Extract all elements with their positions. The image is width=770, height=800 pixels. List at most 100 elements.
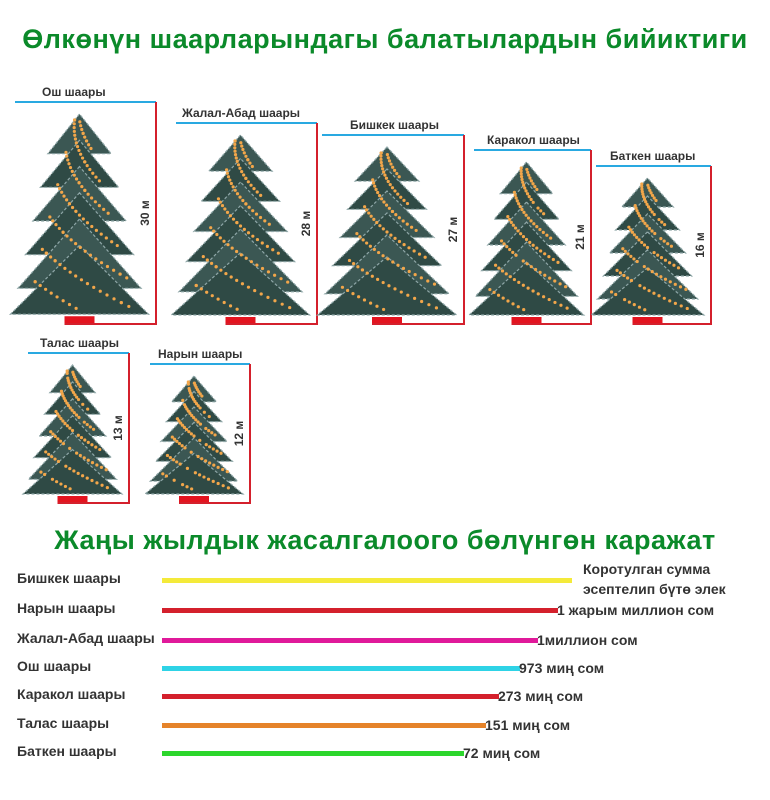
tree-light <box>76 433 80 437</box>
tree-light <box>676 266 681 270</box>
tree-light <box>519 172 523 176</box>
tree-light <box>59 482 63 486</box>
tree-light <box>90 224 94 229</box>
tree-light <box>645 245 650 250</box>
tree-light <box>60 190 64 194</box>
tree-light <box>65 234 69 238</box>
tree-light <box>61 419 65 423</box>
tree-light <box>357 295 361 299</box>
tree-light <box>185 466 190 470</box>
tree-light <box>74 413 79 417</box>
tree-light <box>78 120 82 124</box>
tree-light <box>226 486 230 490</box>
tree-light <box>536 206 540 210</box>
tree-light <box>184 427 189 432</box>
tree-light <box>627 300 631 304</box>
tree-light <box>194 385 198 389</box>
tree-light <box>499 239 504 243</box>
tree-light <box>77 148 81 153</box>
tree-light <box>529 219 533 223</box>
tree-light <box>190 487 194 491</box>
tree-light <box>246 285 251 289</box>
tree-light <box>640 190 644 194</box>
tree-light <box>427 303 431 307</box>
tree-light <box>673 282 677 286</box>
tree-light <box>525 262 529 266</box>
tree-light <box>641 192 645 196</box>
tree-light <box>641 219 645 223</box>
tree-light <box>178 462 182 466</box>
tree-light <box>180 423 185 427</box>
tree-light <box>531 243 535 247</box>
tree-light <box>75 451 79 455</box>
tree-light <box>266 270 271 274</box>
tree-light <box>406 293 410 297</box>
tree-light <box>127 304 131 309</box>
tree-light <box>389 162 393 166</box>
tree-light <box>395 171 399 176</box>
tree-light <box>255 263 259 267</box>
tree-light <box>381 254 385 258</box>
budget-bar <box>162 666 520 671</box>
tree-light <box>556 260 560 264</box>
tree-light <box>666 242 670 246</box>
tree-light <box>72 126 76 130</box>
tree-light <box>253 288 257 293</box>
tree-light <box>72 122 76 126</box>
tree-light <box>79 152 83 156</box>
tree-height-label: 27 м <box>446 217 460 243</box>
budget-value-label: 973 миң сом <box>519 660 605 676</box>
tree-light <box>387 206 391 210</box>
tree-height-label: 21 м <box>573 224 587 250</box>
tree-light <box>51 219 55 223</box>
tree-light <box>88 253 93 257</box>
tree-light <box>218 200 222 204</box>
tree-light <box>351 262 356 266</box>
tree-light <box>376 277 380 281</box>
tree-light <box>623 297 627 302</box>
tree-light <box>62 396 66 400</box>
tree-light <box>351 292 355 296</box>
tree-light <box>379 154 383 158</box>
tree-light <box>538 227 542 232</box>
tree-light <box>254 212 259 216</box>
tree-light <box>255 237 260 242</box>
tree-light <box>647 226 652 231</box>
tree-light <box>219 268 223 272</box>
tree-light <box>381 227 385 231</box>
tree-light <box>405 201 410 206</box>
tree-light <box>396 263 400 267</box>
tree-light <box>222 239 226 243</box>
tree-light <box>94 228 98 232</box>
tree-light <box>165 453 170 458</box>
tree-light <box>347 258 352 263</box>
tree-light <box>68 446 72 450</box>
tree-light <box>180 444 184 448</box>
tree-light <box>371 178 375 182</box>
tree-light <box>212 463 216 467</box>
tree-light <box>521 259 525 263</box>
tree-light <box>104 236 108 240</box>
budget-value-label: 151 миң сом <box>485 717 571 733</box>
tree-light <box>90 461 95 465</box>
tree-light <box>633 203 637 208</box>
tree-light <box>112 297 116 301</box>
tree-light <box>241 198 245 203</box>
tree-light <box>75 145 80 149</box>
tree-light <box>235 220 239 225</box>
tree-light <box>186 409 190 413</box>
tree-light <box>229 275 233 279</box>
tree-light <box>204 459 208 463</box>
tree-light <box>76 382 81 386</box>
tree-light <box>66 376 70 380</box>
tree-light <box>164 474 169 478</box>
tree-light <box>172 478 176 482</box>
tree-light <box>205 258 209 262</box>
tree-light <box>497 266 501 270</box>
tree-light <box>280 302 284 306</box>
tree-light <box>637 238 641 242</box>
tree-light <box>539 249 543 253</box>
tree-light <box>376 190 380 195</box>
tree-light <box>161 472 165 476</box>
tree-light <box>70 205 75 210</box>
